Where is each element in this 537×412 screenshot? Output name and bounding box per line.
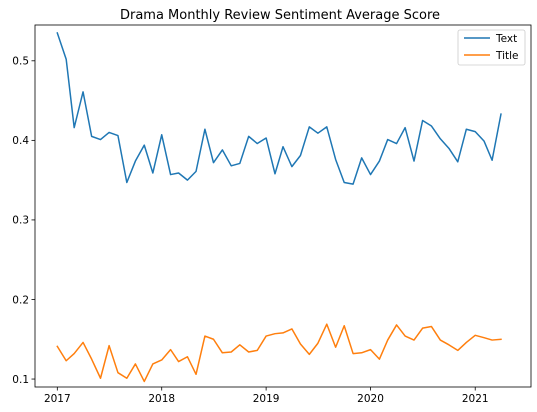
legend-label-title: Title xyxy=(495,50,519,62)
series-line-title xyxy=(56,323,502,383)
x-tick-label: 2017 xyxy=(44,393,71,405)
series-line-text xyxy=(56,32,502,185)
y-axis: 0.1 0.2 0.3 0.4 0.5 xyxy=(12,56,35,386)
chart-title: Drama Monthly Review Sentiment Average S… xyxy=(120,8,440,23)
x-tick-label: 2020 xyxy=(357,393,384,405)
x-axis: 2017 2018 2019 2020 2021 xyxy=(44,387,489,405)
legend: Text Title xyxy=(457,29,526,66)
legend-label-text: Text xyxy=(495,33,517,45)
plot-area xyxy=(34,24,532,388)
series-lines xyxy=(56,32,502,383)
x-tick-label: 2021 xyxy=(462,393,489,405)
y-tick-label: 0.2 xyxy=(12,294,29,306)
y-tick-label: 0.5 xyxy=(12,56,29,68)
x-tick-label: 2018 xyxy=(148,393,175,405)
y-tick-label: 0.3 xyxy=(12,215,29,227)
x-tick-label: 2019 xyxy=(253,393,280,405)
y-tick-label: 0.4 xyxy=(12,135,29,147)
y-tick-label: 0.1 xyxy=(12,374,29,386)
